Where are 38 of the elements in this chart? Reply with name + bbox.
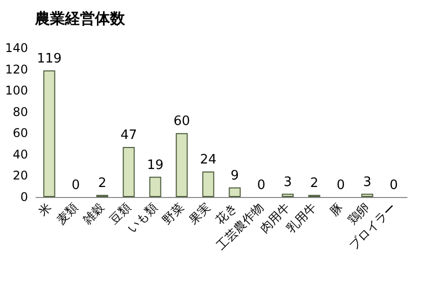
x-tick-label: 豚: [327, 200, 346, 218]
y-tick-label: 80: [12, 104, 28, 119]
chart-title: 農業経営体数: [34, 10, 126, 28]
data-label: 119: [36, 51, 62, 66]
x-tick-label: 野菜: [160, 200, 187, 227]
y-tick-label: 140: [5, 41, 28, 55]
data-label: 60: [173, 114, 190, 130]
data-label: 9: [230, 168, 239, 184]
data-label: 2: [310, 176, 318, 191]
y-tick-label: 0: [20, 190, 28, 204]
data-label: 0: [257, 178, 266, 193]
data-label: 0: [72, 178, 80, 193]
bar: [202, 171, 214, 197]
data-label: 0: [336, 178, 345, 193]
bar: [149, 176, 162, 197]
data-label: 47: [120, 128, 138, 143]
data-label: 2: [98, 176, 106, 191]
y-tick-label: 60: [12, 126, 28, 140]
y-tick-label: 20: [12, 168, 28, 183]
data-label: 3: [284, 174, 292, 190]
y-tick-label: 120: [5, 62, 28, 76]
bar: [282, 194, 294, 197]
bar: [228, 187, 241, 197]
y-tick-label: 100: [5, 84, 28, 98]
data-label: 0: [390, 178, 398, 193]
bar: [176, 133, 188, 197]
x-tick-label: 雑穀: [80, 200, 108, 227]
data-label: 3: [363, 174, 372, 190]
x-tick-label: 米: [36, 200, 54, 218]
y-tick-label: 40: [12, 147, 28, 162]
bar: [122, 146, 135, 197]
bar: [361, 194, 374, 197]
x-tick-label: 豆類: [106, 200, 134, 227]
data-label: 24: [200, 152, 217, 168]
bar: [43, 70, 56, 197]
x-tick-label: 麦類: [54, 200, 81, 227]
x-tick-label: 果実: [186, 200, 214, 227]
data-label: 19: [146, 158, 164, 173]
